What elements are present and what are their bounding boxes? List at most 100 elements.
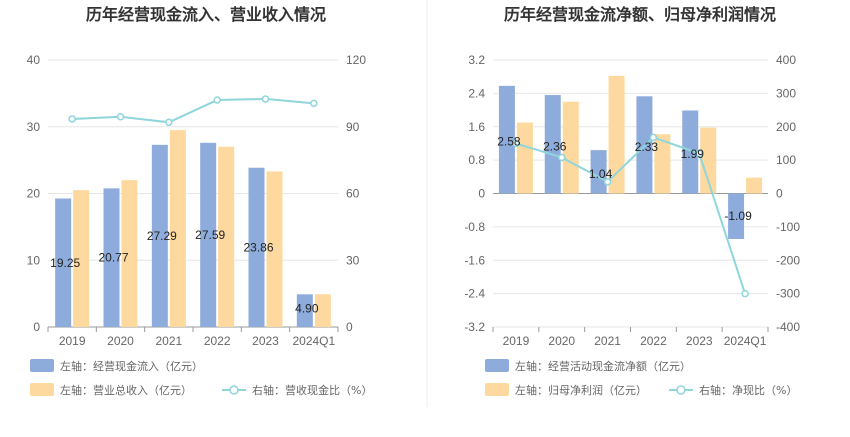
bar-data-label: 1.04	[589, 167, 613, 181]
legend-label: 左轴：经营活动现金流净额（亿元）	[515, 359, 691, 373]
ratio-point	[261, 95, 270, 103]
bar-primary	[151, 144, 168, 327]
bar-secondary	[562, 101, 579, 194]
bar-primary	[728, 193, 745, 239]
left-tick-label: 3.2	[468, 53, 485, 67]
ratio-line	[515, 136, 747, 294]
left-tick-label: 20	[27, 187, 41, 201]
x-tick-label: 2019	[503, 334, 530, 348]
right-tick-label: -200	[776, 253, 800, 267]
chart-title: 历年经营现金流净额、归母净利润情况	[504, 5, 776, 24]
right-tick-label: 30	[346, 253, 360, 267]
bar-secondary	[654, 134, 671, 194]
bar-secondary	[516, 122, 533, 194]
bar-secondary	[169, 130, 186, 327]
legend-item: 左轴：经营现金流入（亿元）	[30, 359, 203, 373]
legend-item: 左轴：归母净利润（亿元）	[485, 383, 647, 397]
right-tick-label: 100	[776, 153, 796, 167]
bar-primary	[248, 167, 265, 327]
left-tick-label: 0	[478, 187, 485, 201]
legend-item: 左轴：营业总收入（亿元）	[30, 383, 192, 397]
legend-label: 右轴：净现比（%）	[699, 383, 797, 397]
bar-secondary	[73, 190, 90, 327]
right-tick-label: 400	[776, 53, 796, 67]
bar-data-label: -1.09	[724, 209, 752, 223]
legend-label: 左轴：归母净利润（亿元）	[515, 383, 647, 397]
bar-primary	[544, 95, 561, 194]
legend-label: 右轴：营收现金比（%）	[252, 383, 372, 397]
ratio-point	[116, 112, 125, 121]
bar-primary	[590, 150, 607, 194]
bar-primary	[296, 294, 313, 327]
bar-secondary	[746, 177, 763, 194]
chart-panel-1: 历年经营现金流入、营业收入情况 0 10 20 30 40 0 30 60 90 120 2019 20…	[27, 5, 373, 397]
bar-data-label: 20.77	[98, 251, 128, 265]
x-tick-label: 2021	[155, 334, 182, 348]
bar-primary	[200, 142, 217, 327]
right-tick-label: 60	[346, 187, 360, 201]
right-tick-label: 90	[346, 120, 360, 134]
legend-line-marker	[676, 385, 686, 395]
bar-secondary	[608, 75, 625, 194]
left-tick-label: -3.2	[464, 320, 485, 334]
legend-label: 左轴：营业总收入（亿元）	[60, 383, 192, 397]
x-tick-label: 2019	[59, 334, 86, 348]
bar-secondary	[266, 171, 283, 327]
x-tick-label: 2024Q1	[292, 334, 335, 348]
left-tick-label: -2.4	[464, 287, 485, 301]
x-tick-label: 2020	[548, 334, 575, 348]
ratio-point	[68, 115, 76, 123]
ratio-point	[695, 149, 703, 158]
bar-primary	[55, 198, 72, 327]
x-tick-label: 2024Q1	[724, 334, 767, 348]
legend-swatch	[485, 383, 509, 396]
left-tick-label: 1.6	[468, 120, 485, 134]
right-tick-label: 120	[346, 53, 366, 67]
bar-primary	[498, 85, 515, 194]
bar-data-label: 4.90	[295, 301, 319, 315]
right-tick-label: 0	[346, 320, 353, 334]
legend-item: 左轴：经营活动现金流净额（亿元）	[485, 359, 691, 373]
legend-label: 左轴：经营现金流入（亿元）	[60, 359, 203, 373]
bar-secondary	[121, 180, 138, 327]
right-tick-label: 200	[776, 120, 796, 134]
bar-data-label: 27.59	[195, 228, 225, 242]
ratio-point	[649, 133, 658, 142]
x-tick-label: 2020	[107, 334, 134, 348]
legend-swatch	[30, 383, 54, 396]
ratio-point	[165, 118, 173, 127]
x-tick-label: 2021	[594, 334, 621, 348]
left-tick-label: 2.4	[468, 86, 485, 100]
bar-secondary	[700, 127, 717, 194]
bar-data-label: 2.36	[543, 139, 567, 153]
bar-data-label: 2.33	[635, 140, 659, 154]
ratio-point	[741, 289, 749, 298]
ratio-point	[603, 178, 612, 186]
bar-primary	[103, 188, 120, 327]
x-tick-label: 2022	[204, 334, 231, 348]
legend-item: 右轴：营收现金比（%）	[222, 383, 372, 397]
left-tick-label: 10	[27, 253, 41, 267]
bar-data-label: 1.99	[681, 147, 705, 161]
chart-panel-2: 历年经营现金流净额、归母净利润情况 -3.2 -2.4 -1.6 -0.8 0 0.8 1.6…	[464, 5, 800, 397]
left-tick-label: 0	[33, 320, 40, 334]
right-tick-label: 300	[776, 86, 796, 100]
bar-secondary	[314, 294, 331, 327]
right-tick-label: -300	[776, 287, 800, 301]
right-tick-label: 0	[776, 187, 783, 201]
left-tick-label: 30	[27, 120, 41, 134]
bar-data-label: 19.25	[50, 256, 80, 270]
left-tick-label: 0.8	[468, 153, 485, 167]
left-tick-label: -0.8	[464, 220, 485, 234]
left-tick-label: 40	[27, 53, 41, 67]
legend-item: 右轴：净现比（%）	[669, 383, 797, 397]
left-tick-label: -1.6	[464, 253, 485, 267]
chart-title: 历年经营现金流入、营业收入情况	[86, 5, 326, 24]
bar-secondary	[218, 146, 235, 327]
bar-data-label: 27.29	[147, 229, 177, 243]
ratio-point	[310, 99, 318, 108]
x-tick-label: 2023	[686, 334, 713, 348]
bar-data-label: 23.86	[243, 240, 273, 254]
legend-line-marker	[229, 385, 239, 395]
x-tick-label: 2023	[252, 334, 279, 348]
